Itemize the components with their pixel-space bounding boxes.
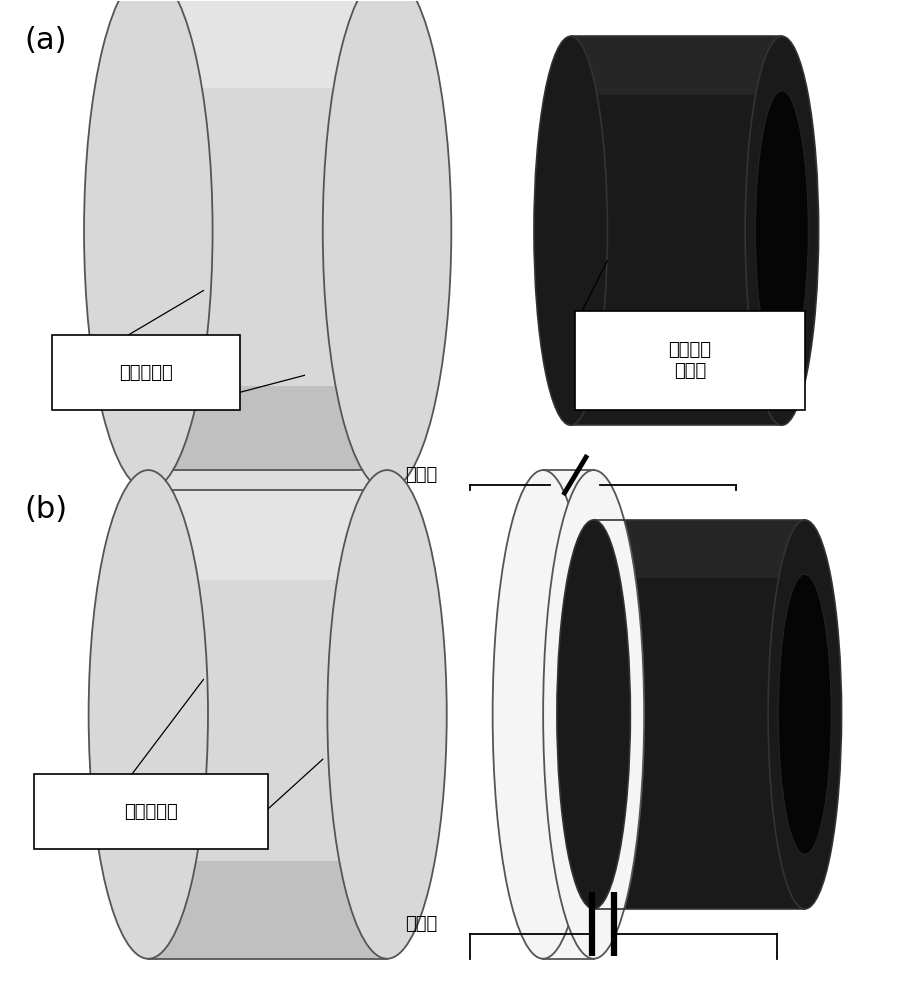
Ellipse shape	[493, 470, 594, 959]
Text: 胆甌相液晶: 胆甌相液晶	[123, 803, 178, 821]
Polygon shape	[148, 0, 387, 88]
Text: 金属纳米线: 金属纳米线	[119, 364, 173, 382]
Ellipse shape	[768, 520, 842, 909]
Ellipse shape	[322, 0, 451, 490]
Polygon shape	[543, 470, 594, 959]
Ellipse shape	[778, 574, 832, 854]
Polygon shape	[594, 520, 805, 578]
Text: 有电场: 有电场	[405, 915, 437, 933]
Polygon shape	[148, 0, 387, 490]
Polygon shape	[148, 386, 387, 490]
Ellipse shape	[88, 470, 208, 959]
Text: (b): (b)	[24, 495, 67, 524]
Ellipse shape	[543, 470, 644, 959]
Ellipse shape	[755, 91, 809, 371]
FancyBboxPatch shape	[33, 774, 268, 849]
Polygon shape	[571, 36, 782, 95]
Polygon shape	[594, 520, 805, 909]
FancyBboxPatch shape	[52, 335, 240, 410]
Ellipse shape	[84, 0, 213, 490]
Text: (a): (a)	[24, 26, 67, 55]
Polygon shape	[148, 470, 387, 580]
Ellipse shape	[327, 470, 447, 959]
Text: 黑色导电
纤维层: 黑色导电 纤维层	[669, 341, 712, 380]
Text: 无电场: 无电场	[405, 466, 437, 484]
Ellipse shape	[745, 36, 819, 425]
Polygon shape	[148, 861, 387, 959]
FancyBboxPatch shape	[576, 311, 805, 410]
Ellipse shape	[557, 520, 630, 909]
Polygon shape	[571, 36, 782, 425]
Ellipse shape	[534, 36, 608, 425]
Polygon shape	[148, 470, 387, 959]
